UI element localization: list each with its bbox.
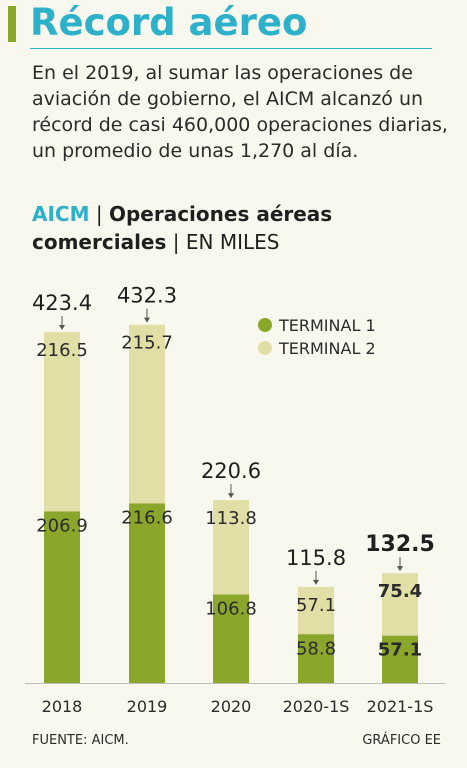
x-tick-label: 2020: [211, 697, 252, 716]
data-label-terminal1: 216.6: [121, 507, 173, 528]
x-tick-label: 2021-1S: [367, 697, 434, 716]
bar-terminal2: [382, 573, 418, 636]
subtitle-brand: AICM: [32, 202, 90, 226]
total-label: 115.8: [286, 546, 346, 570]
total-pointer-arrow: [228, 493, 234, 499]
bar-terminal2: [298, 586, 334, 635]
bar-terminal1: [298, 634, 334, 683]
total-label: 423.4: [32, 291, 92, 315]
data-label-terminal2: 215.7: [121, 333, 173, 354]
data-label-terminal1: 58.8: [296, 638, 336, 659]
total-pointer-arrow: [144, 317, 150, 323]
total-label: 432.3: [117, 284, 177, 308]
data-label-terminal2: 216.5: [36, 340, 88, 361]
data-label-terminal2: 57.1: [296, 595, 336, 616]
x-tick-label: 2019: [127, 697, 168, 716]
bar-terminal1: [213, 594, 249, 683]
x-tick-label: 2020-1S: [283, 697, 350, 716]
legend-label-terminal2: TERMINAL 2: [278, 339, 376, 358]
subtitle-separator: |: [166, 230, 186, 254]
legend-swatch-terminal1: [258, 318, 272, 332]
title-divider: [30, 48, 432, 49]
data-label-terminal1: 57.1: [378, 640, 422, 661]
total-pointer-arrow: [59, 325, 65, 331]
bar-terminal1: [382, 635, 418, 683]
legend-swatch-terminal2: [258, 341, 272, 355]
source-note: FUENTE: AICM.: [32, 733, 129, 748]
chart-subtitle: AICM | Operaciones aéreas comerciales | …: [32, 200, 452, 256]
bar-terminal2: [44, 332, 80, 512]
data-label-terminal1: 206.9: [36, 516, 88, 537]
legend-label-terminal1: TERMINAL 1: [278, 316, 376, 335]
total-pointer-arrow: [313, 579, 319, 585]
bar-terminal1: [44, 511, 80, 683]
total-label: 220.6: [201, 459, 261, 483]
subtitle-main: Operaciones aéreas comerciales: [32, 202, 333, 254]
title-accent-bar: [8, 6, 16, 42]
total-label: 132.5: [365, 532, 435, 557]
total-pointer-arrow: [397, 566, 403, 572]
intro-paragraph: En el 2019, al sumar las operaciones de …: [32, 62, 448, 162]
subtitle-separator: |: [89, 202, 109, 226]
bar-terminal2: [213, 500, 249, 595]
bar-terminal2: [129, 324, 165, 504]
bar-terminal1: [129, 503, 165, 683]
data-label-terminal1: 106.8: [205, 598, 257, 619]
page-title: Récord aéreo: [30, 1, 308, 44]
data-label-terminal2: 113.8: [205, 508, 257, 529]
data-label-terminal2: 75.4: [378, 581, 422, 602]
graphic-credit: GRÁFICO EE: [362, 733, 441, 748]
x-tick-label: 2018: [42, 697, 83, 716]
subtitle-unit: EN MILES: [185, 230, 280, 254]
